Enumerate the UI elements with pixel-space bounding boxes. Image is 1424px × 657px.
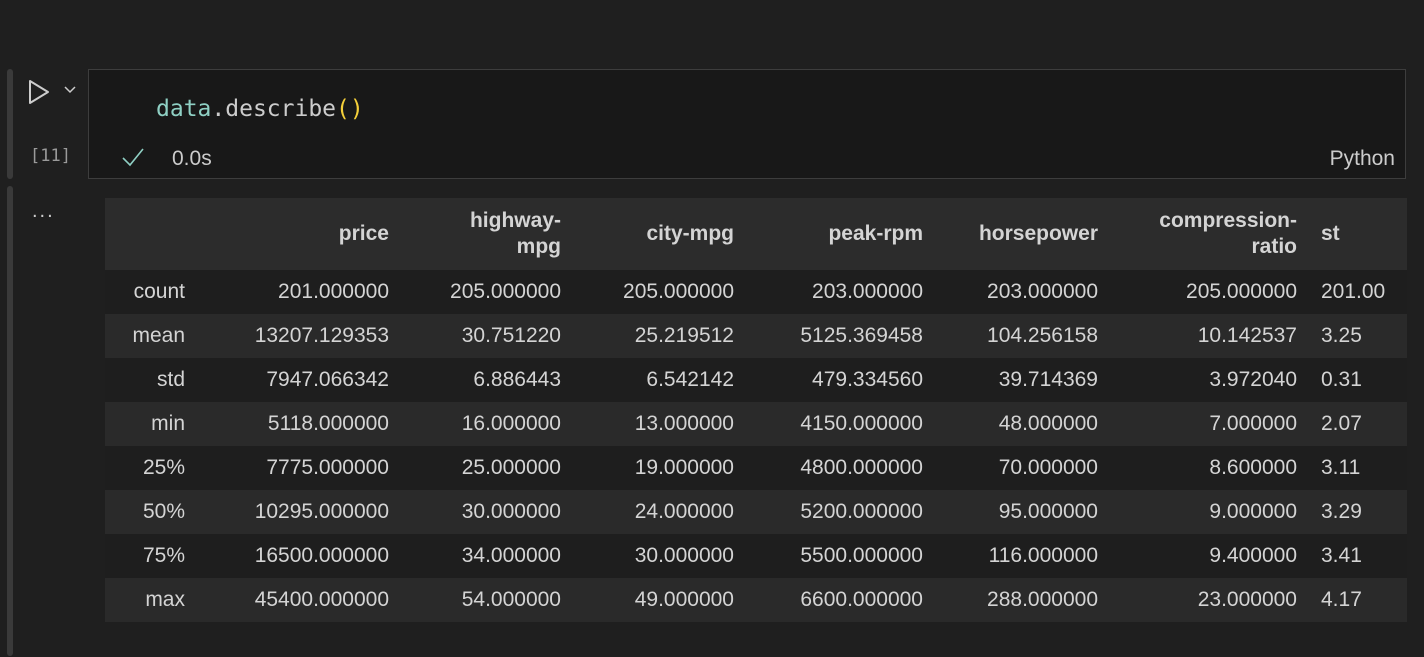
column-header: horsepower [978,222,1098,245]
table-cell: 8.600000 [1209,456,1297,479]
code-cell[interactable]: data.describe() 0.0s Python [88,69,1406,179]
table-cell: 4150.000000 [800,412,923,435]
table-cell: 9.000000 [1209,500,1297,523]
table-row: 75% 16500.000000 34.000000 30.000000 5500.00… [105,534,1407,578]
table-cell: 7775.000000 [266,456,389,479]
table-cell: 288.000000 [987,588,1098,611]
table-header-row: price highway- mpg city-mpg peak-rpm horsepo… [105,198,1407,270]
row-label: mean [132,324,185,347]
column-header [105,198,185,270]
row-label: max [145,588,185,611]
table-cell: 201.00 [1321,280,1386,303]
table-row: min 5118.000000 16.000000 13.000000 4150.000… [105,402,1407,446]
row-label: count [133,280,185,303]
output-focus-bar [7,186,13,656]
table-cell: 13.000000 [634,412,734,435]
table-cell: 3.41 [1321,544,1362,567]
table-cell: 7.000000 [1209,412,1297,435]
table-cell: 10295.000000 [254,500,389,523]
table-cell: 203.000000 [987,280,1098,303]
table-cell: 5500.000000 [800,544,923,567]
describe-output-table: price highway- mpg city-mpg peak-rpm horsepo… [105,198,1407,622]
table-cell: 95.000000 [998,500,1098,523]
cell-focus-bar [7,69,13,179]
table-row: 25% 7775.000000 25.000000 19.000000 4800.000… [105,446,1407,490]
run-cell-icon[interactable] [27,78,51,106]
table-cell: 205.000000 [450,280,561,303]
table-cell: 24.000000 [634,500,734,523]
table-cell: 3.972040 [1209,368,1297,391]
table-cell: 5125.369458 [800,324,923,347]
table-cell: 25.000000 [461,456,561,479]
table-cell: 30.000000 [634,544,734,567]
table-cell: 6600.000000 [800,588,923,611]
table-row: max 45400.000000 54.000000 49.000000 6600.00… [105,578,1407,622]
table-cell: 104.256158 [987,324,1098,347]
column-header: compression- ratio [1159,209,1297,258]
code-dot: . [211,96,226,122]
table-cell: 4800.000000 [800,456,923,479]
column-header: st [1321,222,1340,245]
table-cell: 45400.000000 [254,588,389,611]
table-row: mean 13207.129353 30.751220 25.219512 5125.3… [105,314,1407,358]
table-cell: 3.29 [1321,500,1362,523]
table-cell: 49.000000 [634,588,734,611]
table-cell: 9.400000 [1209,544,1297,567]
table-cell: 30.751220 [461,324,561,347]
row-label: std [156,368,185,391]
table-cell: 479.334560 [812,368,923,391]
table-cell: 4.17 [1321,588,1362,611]
table-cell: 54.000000 [461,588,561,611]
row-label: min [151,412,185,435]
table-cell: 23.000000 [1197,588,1297,611]
table-cell: 30.000000 [461,500,561,523]
table-cell: 7947.066342 [266,368,389,391]
table-cell: 5200.000000 [800,500,923,523]
table-cell: 10.142537 [1197,324,1297,347]
table-row: std 7947.066342 6.886443 6.542142 479.334560… [105,358,1407,402]
table-cell: 3.11 [1321,456,1361,479]
table-cell: 0.31 [1321,368,1362,391]
table-row: count 201.000000 205.000000 205.000000 203.0… [105,270,1407,314]
table-cell: 39.714369 [998,368,1098,391]
table-cell: 25.219512 [634,324,734,347]
column-header: highway- mpg [469,209,561,258]
row-label: 25% [142,456,185,479]
table-cell: 205.000000 [623,280,734,303]
table-cell: 16.000000 [461,412,561,435]
code-parens: () [336,96,364,122]
column-header: price [338,222,389,245]
output-more-actions-icon[interactable]: ... [32,200,55,222]
table-cell: 6.886443 [473,368,561,391]
column-header: peak-rpm [828,222,923,245]
code-identifier: data [156,96,212,122]
table-cell: 13207.129353 [254,324,389,347]
row-label: 50% [142,500,185,523]
chevron-down-icon[interactable] [62,82,78,96]
table-row: 50% 10295.000000 30.000000 24.000000 5200.00… [105,490,1407,534]
table-cell: 5118.000000 [267,412,389,435]
table-cell: 6.542142 [646,368,734,391]
table-cell: 70.000000 [998,456,1098,479]
table-cell: 205.000000 [1186,280,1297,303]
column-header: city-mpg [646,222,734,245]
table-cell: 19.000000 [634,456,734,479]
table-cell: 201.000000 [278,280,389,303]
table-cell: 48.000000 [998,412,1098,435]
row-label: 75% [142,544,185,567]
check-icon [122,148,144,167]
code-method: describe [225,96,337,122]
table-cell: 2.07 [1321,412,1362,435]
output-scroll-area [1407,198,1424,622]
table-cell: 116.000000 [988,544,1098,567]
execution-duration: 0.0s [172,147,212,170]
execution-count: [11] [30,146,71,166]
table-cell: 34.000000 [461,544,561,567]
table-cell: 203.000000 [812,280,923,303]
table-cell: 3.25 [1321,324,1362,347]
code-editor[interactable]: data.describe() [156,96,364,122]
language-selector[interactable]: Python [1329,147,1395,170]
table-cell: 16500.000000 [254,544,389,567]
